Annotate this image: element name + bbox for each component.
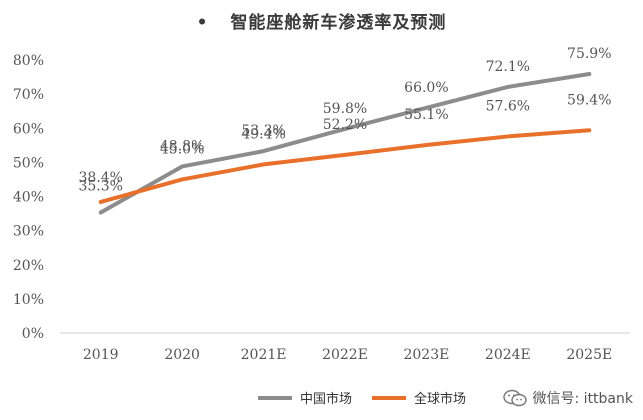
series-line-0 bbox=[98, 71, 592, 215]
data-label: 38.4% bbox=[78, 170, 122, 186]
data-label: 45.0% bbox=[160, 141, 204, 157]
data-label: 55.1% bbox=[404, 107, 448, 123]
x-tick-label: 2023E bbox=[403, 347, 449, 363]
x-tick-label: 2019 bbox=[83, 347, 119, 363]
data-label: 59.8% bbox=[323, 101, 367, 117]
y-tick-label: 10% bbox=[13, 292, 44, 308]
data-label: 57.6% bbox=[486, 98, 530, 114]
x-tick-label: 2020 bbox=[164, 347, 200, 363]
x-tick-label: 2024E bbox=[485, 347, 531, 363]
chart-legend: 中国市场 全球市场 bbox=[258, 388, 486, 407]
y-tick-label: 50% bbox=[13, 155, 44, 171]
watermark-text: 微信号: ittbank bbox=[532, 391, 633, 407]
wechat-icon bbox=[502, 389, 527, 407]
title-bullet: • bbox=[196, 13, 209, 33]
x-tick-label: 2022E bbox=[322, 347, 368, 363]
legend-swatch-china bbox=[258, 395, 292, 400]
legend-item-china: 中国市场 bbox=[258, 388, 352, 407]
y-tick-label: 0% bbox=[22, 326, 44, 342]
y-tick-label: 60% bbox=[13, 121, 44, 137]
legend-swatch-global bbox=[372, 395, 407, 400]
y-tick-label: 30% bbox=[13, 224, 44, 240]
data-label: 53.3% bbox=[241, 123, 285, 139]
wechat-watermark: 微信号: ittbank bbox=[502, 388, 633, 408]
legend-item-global: 全球市场 bbox=[372, 388, 466, 407]
data-label: 52.2% bbox=[323, 117, 367, 133]
data-label: 66.0% bbox=[404, 80, 448, 96]
data-label: 48.8% bbox=[160, 138, 204, 154]
data-label: 75.9% bbox=[567, 46, 611, 62]
y-tick-label: 40% bbox=[13, 190, 44, 206]
y-tick-label: 80% bbox=[13, 53, 44, 69]
legend-label-china: 中国市场 bbox=[300, 392, 353, 407]
x-tick-label: 2025E bbox=[566, 347, 612, 363]
legend-label-global: 全球市场 bbox=[414, 392, 467, 407]
series-line-1 bbox=[98, 128, 592, 204]
data-label: 49.4% bbox=[241, 126, 285, 142]
x-tick-label: 2021E bbox=[241, 347, 287, 363]
chart-title: • 智能座舱新车渗透率及预测 bbox=[0, 8, 643, 33]
title-text: 智能座舱新车渗透率及预测 bbox=[230, 13, 447, 33]
y-tick-label: 70% bbox=[13, 87, 44, 103]
y-tick-label: 20% bbox=[13, 258, 44, 274]
data-label: 72.1% bbox=[486, 59, 530, 75]
data-label: 59.4% bbox=[567, 92, 611, 108]
data-label: 35.3% bbox=[78, 179, 122, 195]
